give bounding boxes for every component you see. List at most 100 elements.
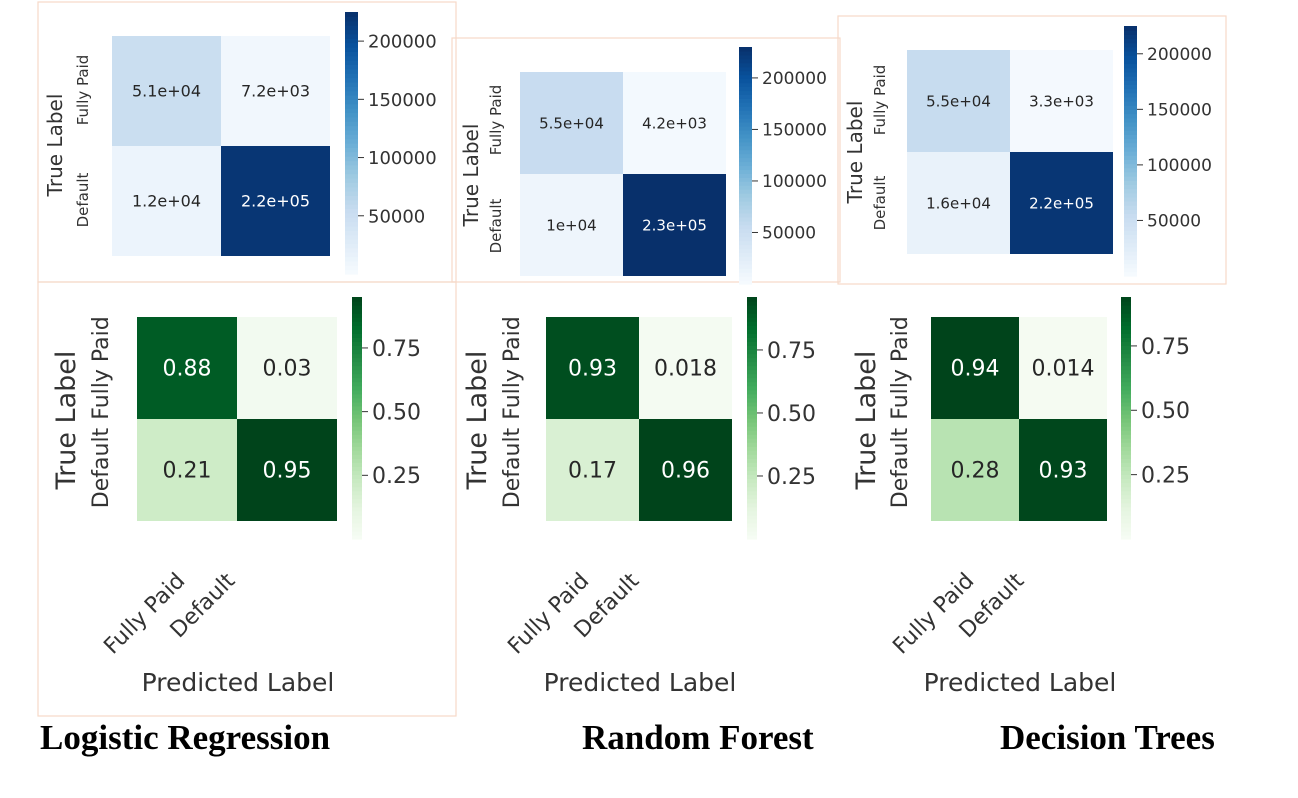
panel-4-colorbar-band: [352, 458, 362, 463]
panel-1-ylabel: True Label: [43, 94, 67, 198]
panel-3-colorbar-band: [1124, 251, 1137, 256]
panel-4-annotation-0-1: 0.03: [263, 357, 312, 382]
panel-6-colorbar-band: [1121, 329, 1131, 334]
panel-6-ylabel: True Label: [851, 351, 882, 491]
panel-3-colorbar-band: [1124, 59, 1137, 65]
panel-2-colorbar-ticklabel: 200000: [762, 69, 827, 89]
panel-5-colorbar-band: [747, 446, 757, 451]
panel-5-colorbar-band: [747, 393, 757, 399]
panel-4-colorbar-band: [352, 393, 362, 399]
panel-3-annotation-0-1: 3.3e+03: [1029, 92, 1094, 110]
panel-6-colorbar-band: [1121, 534, 1131, 540]
panel-6-colorbar-band: [1121, 458, 1131, 463]
panel-3-colorbar-ticklabel: 50000: [1147, 212, 1201, 232]
panel-1-colorbar-band: [345, 234, 358, 240]
panel-2-colorbar-band: [739, 153, 752, 159]
panel-6-colorbar-band: [1121, 462, 1131, 467]
panel-6-colorbar-band: [1121, 325, 1131, 330]
panel-2-annotation-0-1: 4.2e+03: [642, 114, 707, 132]
panel-5-colorbar-band: [747, 321, 757, 326]
panel-1-colorbar-band: [345, 38, 358, 44]
panel-4-annotation-1-0: 0.21: [163, 459, 212, 484]
panel-5-colorbar-band: [747, 353, 757, 359]
panel-5-colorbar-ticklabel: 0.25: [767, 465, 816, 490]
panel-5-colorbar-band: [747, 510, 757, 516]
panel-6-colorbar-band: [1121, 466, 1131, 472]
panel-5-annotation-1-0: 0.17: [568, 459, 617, 484]
panel-1-cell-0-1: [221, 36, 330, 146]
panel-1-colorbar-band: [345, 221, 358, 227]
panel-4-colorbar-band: [352, 522, 362, 528]
panel-2-colorbar-band: [739, 256, 752, 261]
panel-3-colorbar-band: [1124, 138, 1137, 144]
panel-2-colorbar-band: [739, 58, 752, 64]
panel-6-colorbar-band: [1121, 353, 1131, 359]
panel-4-colorbar-band: [352, 510, 362, 516]
panel-2-annotation-0-0: 5.5e+04: [539, 114, 604, 132]
panel-4-colorbar-band: [352, 353, 362, 359]
panel-3-colorbar-band: [1124, 255, 1137, 260]
panel-1-colorbar-band: [345, 195, 358, 201]
panel-6-colorbar-band: [1121, 518, 1131, 524]
panel-3-annotation-1-1: 2.2e+05: [1029, 194, 1094, 212]
panel-6-yticklabel-1: Default: [888, 427, 913, 508]
panel-4-cell-1-0: [137, 419, 237, 521]
panel-6-annotation-1-1: 0.93: [1039, 459, 1088, 484]
panel-1-colorbar-band: [345, 186, 358, 192]
panel-5-colorbar-band: [747, 345, 757, 351]
panel-1-colorbar-band: [345, 73, 358, 79]
panel-6-colorbar-band: [1121, 385, 1131, 391]
panel-1-colorbar-band: [345, 256, 358, 262]
panel-3-colorbar-band: [1124, 151, 1137, 156]
panel-1-colorbar-band: [345, 225, 358, 231]
panel-frame-3: [837, 15, 1227, 285]
panel-6-colorbar-band: [1121, 409, 1131, 415]
panel-4-colorbar-band: [352, 502, 362, 508]
panel-5-colorbar-band: [747, 301, 757, 306]
panel-1-colorbar-band: [345, 51, 358, 57]
panel-4-colorbar-band: [352, 506, 362, 512]
panel-3-colorbar-band: [1124, 263, 1137, 269]
panel-3-colorbar-band: [1124, 267, 1137, 273]
panel-1-colorbar-band: [345, 208, 358, 214]
panel-4-colorbar-band: [352, 345, 362, 351]
panel-6-colorbar-band: [1121, 482, 1131, 488]
panel-4-colorbar-band: [352, 462, 362, 467]
panel-1-colorbar-band: [345, 29, 358, 35]
panel-3-colorbar-band: [1124, 63, 1137, 69]
panel-2-colorbar-band: [739, 98, 752, 103]
panel-2-colorbar-band: [739, 157, 752, 163]
panel-1-annotation-0-1: 7.2e+03: [241, 82, 310, 101]
panel-1-colorbar-ticklabel: 150000: [368, 90, 437, 111]
panel-1-yticklabel-0: Fully Paid: [74, 55, 92, 126]
panel-6-cell-0-0: [931, 317, 1019, 419]
panel-5-colorbar-band: [747, 426, 757, 431]
panel-6-colorbar-band: [1121, 373, 1131, 379]
panel-4-colorbar-band: [352, 377, 362, 383]
panel-2-colorbar-band: [739, 110, 752, 115]
panel-5-annotation-0-0: 0.93: [568, 357, 617, 382]
panel-4-colorbar-band: [352, 434, 362, 439]
panel-3-cell-0-0: [907, 50, 1010, 152]
panel-6-colorbar-band: [1121, 397, 1131, 403]
panel-4-colorbar-band: [352, 361, 362, 367]
panel-5-colorbar-band: [747, 418, 757, 423]
panel-4-colorbar-band: [352, 321, 362, 326]
panel-4-cell-1-1: [237, 419, 337, 521]
panel-2-colorbar-band: [739, 228, 752, 234]
panel-1-colorbar-band: [345, 217, 358, 223]
panel-2-colorbar-band: [739, 212, 752, 218]
panel-2-cell-0-0: [520, 72, 623, 174]
panel-5-colorbar-band: [747, 341, 757, 346]
panel-6-colorbar-band: [1121, 478, 1131, 484]
panel-6-colorbar-band: [1121, 490, 1131, 496]
panel-5-colorbar-band: [747, 482, 757, 488]
panel-3-annotation-1-0: 1.6e+04: [926, 194, 991, 212]
panel-3-colorbar-band: [1124, 176, 1137, 181]
panel-1-colorbar-band: [345, 164, 358, 170]
panel-5-colorbar-band: [747, 397, 757, 403]
panel-3-colorbar-band: [1124, 117, 1137, 123]
panel-2-colorbar-band: [739, 106, 752, 111]
panel-5-colorbar-ticklabel: 0.75: [767, 339, 816, 364]
panel-4-colorbar-band: [352, 373, 362, 379]
